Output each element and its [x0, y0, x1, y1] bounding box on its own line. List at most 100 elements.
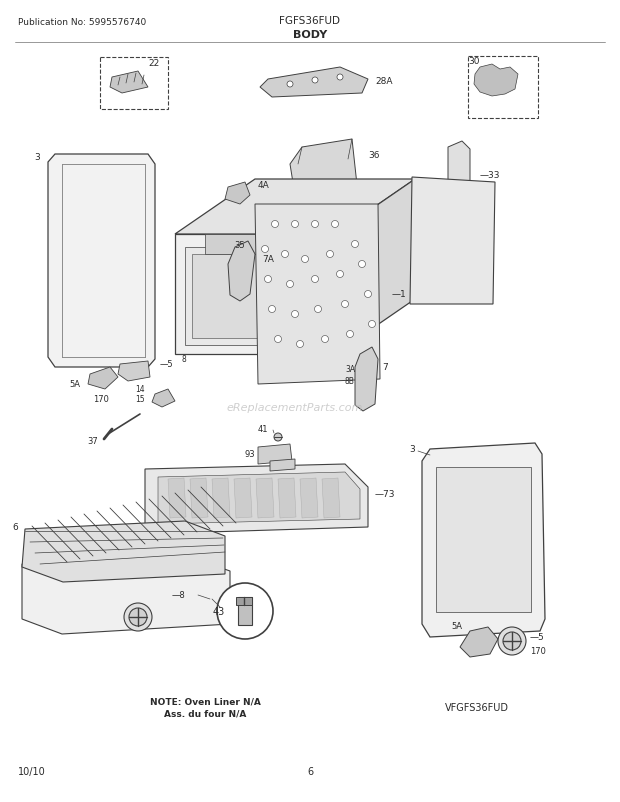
Circle shape — [337, 271, 343, 278]
Text: 35: 35 — [235, 241, 246, 249]
Text: 5A: 5A — [451, 622, 462, 630]
Polygon shape — [88, 367, 118, 390]
Polygon shape — [205, 235, 275, 255]
Text: 37: 37 — [87, 437, 98, 446]
Polygon shape — [158, 472, 360, 525]
Circle shape — [312, 78, 318, 84]
Text: 22: 22 — [149, 59, 160, 67]
Text: BODY: BODY — [293, 30, 327, 40]
Polygon shape — [256, 479, 274, 518]
Polygon shape — [22, 521, 225, 582]
Polygon shape — [260, 68, 368, 98]
Text: 30: 30 — [468, 56, 479, 66]
Polygon shape — [474, 65, 518, 97]
Text: eReplacementParts.com: eReplacementParts.com — [227, 403, 363, 412]
Text: 3: 3 — [409, 445, 415, 454]
Circle shape — [368, 321, 376, 328]
Text: 5A: 5A — [69, 380, 80, 389]
Text: 6: 6 — [12, 523, 18, 532]
Circle shape — [286, 282, 293, 288]
Polygon shape — [448, 142, 470, 217]
Bar — [100, 58, 168, 110]
Polygon shape — [228, 241, 255, 302]
Circle shape — [301, 256, 309, 263]
Text: 3: 3 — [34, 153, 40, 162]
Text: 7A: 7A — [262, 255, 274, 264]
Circle shape — [327, 251, 334, 258]
Polygon shape — [118, 362, 150, 382]
Circle shape — [342, 301, 348, 308]
Circle shape — [287, 82, 293, 88]
Text: Publication No: 5995576740: Publication No: 5995576740 — [18, 18, 146, 27]
Polygon shape — [152, 390, 175, 407]
Circle shape — [274, 433, 282, 441]
Bar — [436, 468, 531, 612]
Text: —5: —5 — [160, 360, 174, 369]
Polygon shape — [234, 479, 252, 518]
Polygon shape — [225, 183, 250, 205]
Text: 14: 14 — [135, 385, 145, 394]
Circle shape — [129, 608, 147, 626]
Polygon shape — [48, 155, 155, 367]
Text: —73: —73 — [375, 490, 396, 499]
Polygon shape — [355, 347, 378, 411]
Text: 170: 170 — [93, 395, 109, 404]
Circle shape — [124, 603, 152, 631]
Polygon shape — [212, 479, 230, 518]
Text: 170: 170 — [530, 646, 546, 656]
Circle shape — [332, 221, 339, 229]
Circle shape — [311, 276, 319, 283]
Text: 43: 43 — [213, 606, 225, 616]
Polygon shape — [270, 460, 295, 472]
Text: —33: —33 — [480, 170, 500, 180]
Text: 6: 6 — [307, 766, 313, 776]
Circle shape — [322, 336, 329, 343]
Bar — [468, 57, 538, 119]
Polygon shape — [145, 464, 368, 534]
Bar — [192, 255, 318, 338]
Circle shape — [311, 221, 319, 229]
Text: FGFS36FUD: FGFS36FUD — [280, 16, 340, 26]
Text: —5: —5 — [530, 633, 545, 642]
Circle shape — [296, 341, 304, 348]
Polygon shape — [322, 479, 340, 518]
Circle shape — [281, 251, 288, 258]
Text: Ass. du four N/A: Ass. du four N/A — [164, 709, 246, 718]
Polygon shape — [175, 180, 415, 235]
Circle shape — [503, 632, 521, 650]
Text: 4A: 4A — [258, 180, 270, 189]
Circle shape — [337, 75, 343, 81]
Text: 41: 41 — [257, 425, 268, 434]
Circle shape — [352, 241, 358, 248]
Polygon shape — [300, 479, 318, 518]
Polygon shape — [278, 479, 296, 518]
Text: 3A: 3A — [345, 365, 355, 374]
Text: 93: 93 — [244, 450, 255, 459]
Circle shape — [291, 221, 298, 229]
Text: 8: 8 — [182, 355, 187, 364]
Polygon shape — [290, 140, 358, 215]
Bar — [185, 248, 325, 346]
Text: 28A: 28A — [375, 78, 392, 87]
Circle shape — [347, 331, 353, 338]
Polygon shape — [22, 557, 230, 634]
Text: —8: —8 — [171, 591, 185, 600]
Text: 7: 7 — [382, 363, 388, 372]
Text: —1: —1 — [392, 290, 407, 299]
Text: 8B: 8B — [345, 377, 355, 386]
Text: NOTE: Oven Liner N/A: NOTE: Oven Liner N/A — [149, 697, 260, 706]
Circle shape — [365, 291, 371, 298]
Text: 36: 36 — [368, 150, 379, 160]
Polygon shape — [422, 444, 545, 638]
Circle shape — [291, 311, 298, 318]
Polygon shape — [190, 479, 208, 518]
Polygon shape — [168, 479, 186, 518]
Circle shape — [272, 221, 278, 229]
Polygon shape — [110, 72, 148, 94]
Circle shape — [262, 246, 268, 253]
Bar — [238, 597, 252, 626]
Text: VFGFS36FUD: VFGFS36FUD — [445, 702, 509, 712]
Text: 15: 15 — [135, 395, 145, 404]
Polygon shape — [410, 178, 495, 305]
Circle shape — [265, 276, 272, 283]
